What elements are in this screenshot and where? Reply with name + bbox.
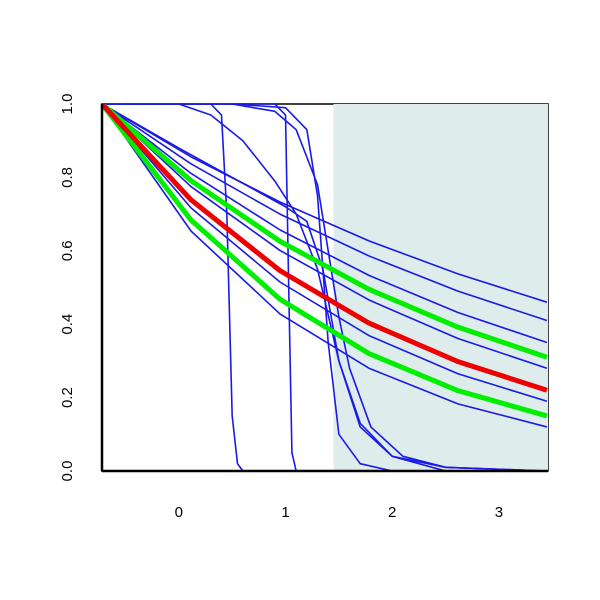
- curve: [102, 104, 548, 303]
- x-tick-label: 1: [281, 504, 289, 521]
- curve: [102, 104, 548, 393]
- curve: [102, 104, 547, 471]
- y-tick-label: 0.2: [59, 387, 76, 408]
- y-tick-label: 1.0: [59, 94, 76, 115]
- x-tick-label: 0: [175, 504, 183, 521]
- curve: [102, 104, 548, 419]
- curve: [102, 104, 548, 428]
- curve: [102, 104, 548, 360]
- curve: [102, 104, 547, 471]
- x-tick-label: 3: [495, 504, 503, 521]
- y-tick-label: 0.6: [59, 240, 76, 261]
- x-tick-label: 2: [388, 504, 396, 521]
- y-tick-label: 0.4: [59, 314, 76, 335]
- y-tick-label: 0.0: [59, 461, 76, 482]
- curve: [102, 104, 548, 322]
- curve: [102, 104, 547, 471]
- y-tick-label: 0.8: [59, 167, 76, 188]
- curve: [102, 104, 548, 344]
- curve: [102, 104, 548, 403]
